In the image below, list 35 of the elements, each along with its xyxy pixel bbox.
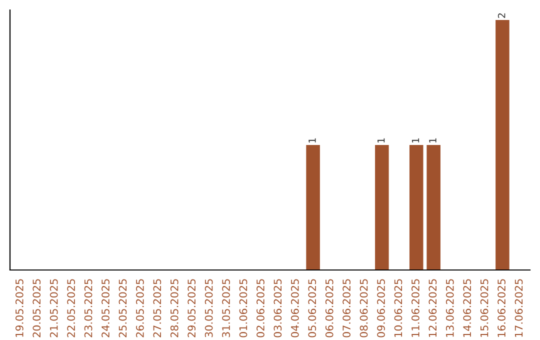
x-tick-label: 14.06.2025	[463, 279, 472, 337]
x-tick-label: 25.05.2025	[118, 279, 127, 338]
x-tick-label: 29.05.2025	[188, 279, 196, 338]
x-tick-label: 07.06.2025	[342, 279, 351, 338]
x-tick-label: 17.06.2025	[514, 279, 523, 337]
data-label: 2	[498, 13, 506, 18]
data-label: 1	[378, 138, 385, 143]
x-tick-label: 12.06.2025	[428, 279, 437, 337]
x-tick-label: 04.06.2025	[290, 279, 299, 338]
x-tick-label: 03.06.2025	[274, 279, 282, 338]
x-tick-label: 20.05.2025	[32, 279, 41, 338]
x-tick-label: 05.06.2025	[308, 279, 316, 338]
x-tick-label: 16.06.2025	[498, 279, 506, 337]
x-tick-label: 10.06.2025	[394, 279, 402, 337]
x-tick-label: 28.05.2025	[170, 279, 178, 338]
x-tick-label: 15.06.2025	[480, 279, 488, 337]
data-label: 1	[429, 138, 436, 143]
x-tick-label: 26.05.2025	[136, 279, 144, 338]
x-tick-label: 21.05.2025	[50, 279, 58, 338]
x-tick-label: 06.06.2025	[325, 279, 334, 338]
x-tick-label: 01.06.2025	[239, 279, 248, 338]
x-tick-label: 13.06.2025	[446, 279, 454, 337]
x-tick-label: 24.05.2025	[102, 279, 110, 338]
x-tick-label: 31.05.2025	[222, 279, 230, 338]
data-label: 1	[308, 138, 316, 143]
x-tick-label: 09.06.2025	[377, 279, 385, 338]
x-tick-label: 19.05.2025	[15, 279, 24, 337]
x-tick-label: 02.06.2025	[256, 279, 264, 338]
x-tick-label: 22.05.2025	[67, 279, 76, 338]
data-label: 1	[412, 138, 420, 143]
x-tick-label: 08.06.2025	[360, 279, 368, 338]
x-tick-label: 27.05.2025	[153, 279, 162, 338]
x-tick-label: 30.05.2025	[204, 279, 213, 338]
x-tick-label: 11.06.2025	[412, 279, 420, 337]
x-tick-label: 23.05.2025	[84, 279, 92, 338]
